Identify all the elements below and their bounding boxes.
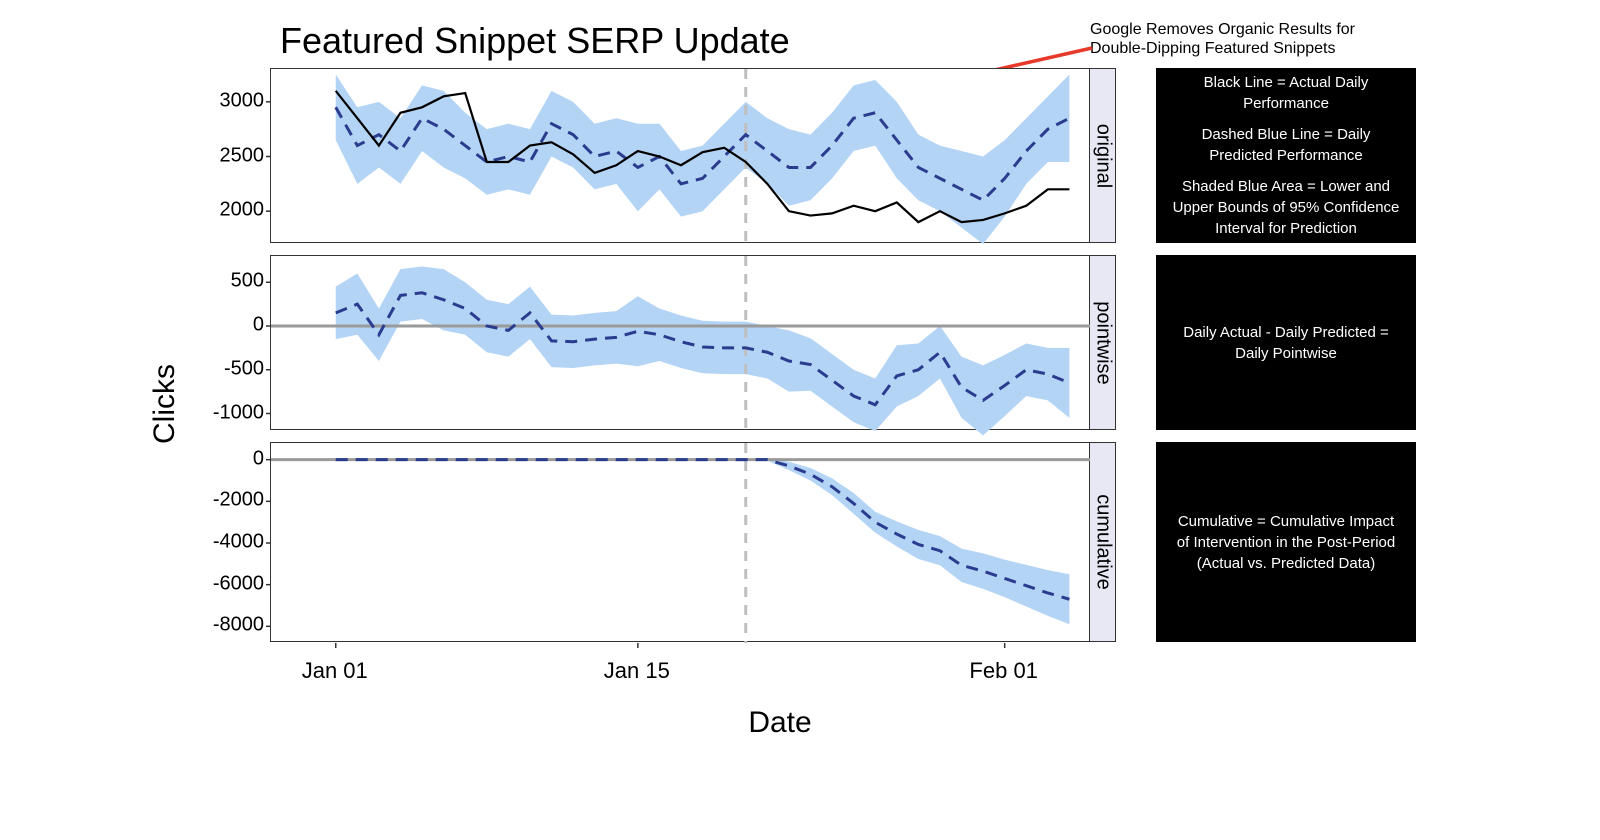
y-tick: -8000 [213,614,264,637]
x-tick: Jan 15 [604,658,670,684]
y-tick: -2000 [213,489,264,512]
y-tick: 3000 [220,89,265,112]
legend-line: Daily Actual - Daily Predicted = Daily P… [1170,322,1402,364]
facet-strip-original: original [1090,68,1116,243]
y-axis-label-container: Clicks [140,68,190,740]
facet-strip-pointwise: pointwise [1090,255,1116,430]
y-tick: -6000 [213,572,264,595]
legend-line: Cumulative = Cumulative Impact of Interv… [1170,511,1402,574]
legend-line: Black Line = Actual Daily Performance [1170,72,1402,114]
y-tick: 0 [253,447,264,470]
ci-band [336,267,1070,436]
x-axis-label: Date [370,706,1190,740]
x-tick: Jan 01 [302,658,368,684]
legend-box-cumulative: Cumulative = Cumulative Impact of Interv… [1156,442,1416,642]
y-tick-labels-pointwise: -1000 -500 0 500 [190,255,270,430]
plot-pointwise [270,255,1090,430]
plot-original [270,68,1090,243]
plot-cumulative [270,442,1090,642]
panels-column: 2000 2500 3000 original Black Line = Actual … [190,68,1416,740]
legend-box-pointwise: Daily Actual - Daily Predicted = Daily P… [1156,255,1416,430]
panel-row-pointwise: -1000 -500 0 500 pointwise Daily Actual - Dai… [190,255,1416,430]
y-tick: 2000 [220,199,265,222]
y-tick: -4000 [213,531,264,554]
y-tick: -500 [224,357,264,380]
panel-row-original: 2000 2500 3000 original Black Line = Actual … [190,68,1416,243]
y-tick-labels-original: 2000 2500 3000 [190,68,270,243]
facet-strip-label: cumulative [1091,494,1114,590]
y-tick: 2500 [220,144,265,167]
ci-band [336,459,1070,625]
chart-container: Clicks 2000 2500 3000 original Black Line = … [140,68,1560,740]
y-tick-labels-cumulative: -8000 -6000 -4000 -2000 0 [190,442,270,642]
facet-strip-cumulative: cumulative [1090,442,1116,642]
y-tick: 500 [231,270,264,293]
legend-line: Dashed Blue Line = Daily Predicted Perfo… [1170,124,1402,166]
panel-row-cumulative: -8000 -6000 -4000 -2000 0 cumulative Cumulativ… [190,442,1416,642]
y-tick: 0 [253,314,264,337]
facet-strip-label: original [1091,123,1114,187]
x-axis-row: Jan 01 Jan 15 Feb 01 [270,654,1416,694]
y-axis-label: Clicks [148,364,182,444]
y-tick: -1000 [213,401,264,424]
x-axis: Jan 01 Jan 15 Feb 01 [270,654,1090,694]
facet-strip-label: pointwise [1091,301,1114,384]
legend-box-original: Black Line = Actual Daily Performance Das… [1156,68,1416,243]
x-tick: Feb 01 [969,658,1038,684]
annotation-text: Google Removes Organic Results for Doubl… [1090,20,1390,58]
legend-line: Shaded Blue Area = Lower and Upper Bound… [1170,176,1402,239]
ci-band [336,74,1070,244]
